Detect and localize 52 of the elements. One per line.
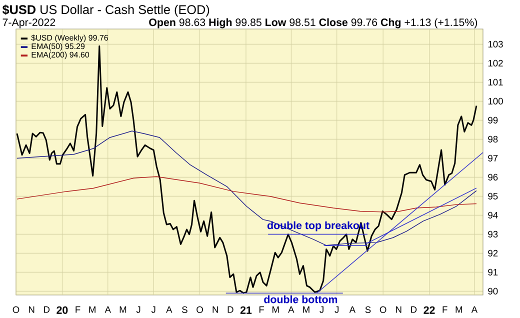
x-tick-label: M [456, 306, 462, 313]
legend-label: $USD (Weekly) 99.76 [31, 34, 108, 42]
x-tick-label: A [288, 306, 294, 313]
chart-title: $USD US Dollar - Cash Settle (EOD) [2, 4, 210, 17]
x-tick-label: 22 [424, 306, 435, 314]
y-tick-label: 93 [488, 230, 498, 238]
y-tick-label: 90 [488, 288, 498, 294]
annotation: double bottom [264, 295, 338, 304]
chart-subtitle: 7-Apr-2022 [2, 18, 56, 28]
x-tick-label: 21 [240, 306, 252, 314]
x-tick-label: F [442, 306, 448, 313]
y-tick-label: 100 [488, 98, 503, 104]
x-tick-label: A [166, 306, 172, 313]
x-tick-label: M [272, 306, 279, 313]
x-tick-label: D [44, 306, 50, 313]
y-tick-label: 98 [488, 136, 498, 142]
x-tick-label: N [28, 306, 34, 313]
x-tick-label: N [396, 306, 402, 313]
x-tick-label: O [380, 306, 386, 313]
text: Open 98.63 High 99.85 Low 98.51 Close 99.76 Chg +1.13 (+1.15%) [149, 18, 478, 28]
x-tick-label: M [120, 306, 126, 313]
legend-label: EMA(50) 95.29 [32, 43, 85, 51]
x-tick-label: O [12, 306, 20, 313]
x-tick-label: S [365, 306, 371, 313]
y-tick-label: 96 [488, 174, 498, 180]
y-tick-label: 99 [488, 116, 498, 124]
x-tick-label: J [334, 306, 339, 313]
y-tick-label: 97 [488, 154, 498, 162]
x-tick-label: S [182, 306, 188, 313]
x-tick-label: J [320, 306, 324, 313]
x-tick-label: 20 [56, 306, 68, 314]
x-tick-label: A [471, 306, 478, 313]
y-tick-label: 94 [488, 212, 498, 218]
x-tick-label: D [228, 306, 234, 313]
x-tick-label: J [151, 306, 156, 313]
y-tick-label: 92 [488, 250, 498, 256]
x-tick-label: M [89, 306, 96, 313]
x-tick-label: F [259, 306, 264, 313]
x-tick-label: D [411, 306, 417, 313]
legend-label: EMA(200) 94.60 [32, 52, 90, 60]
y-tick-label: 91 [488, 268, 498, 276]
y-tick-label: 103 [488, 40, 503, 48]
x-tick-label: O [196, 306, 203, 313]
x-tick-label: J [136, 306, 140, 313]
x-tick-label: M [303, 306, 310, 313]
y-tick-label: 95 [488, 192, 498, 200]
x-tick-label: A [349, 306, 356, 313]
y-tick-label: 101 [488, 78, 503, 86]
x-tick-label: F [76, 306, 80, 313]
x-tick-label: A [104, 306, 111, 313]
x-tick-label: N [212, 306, 218, 313]
y-tick-label: 102 [488, 60, 503, 66]
